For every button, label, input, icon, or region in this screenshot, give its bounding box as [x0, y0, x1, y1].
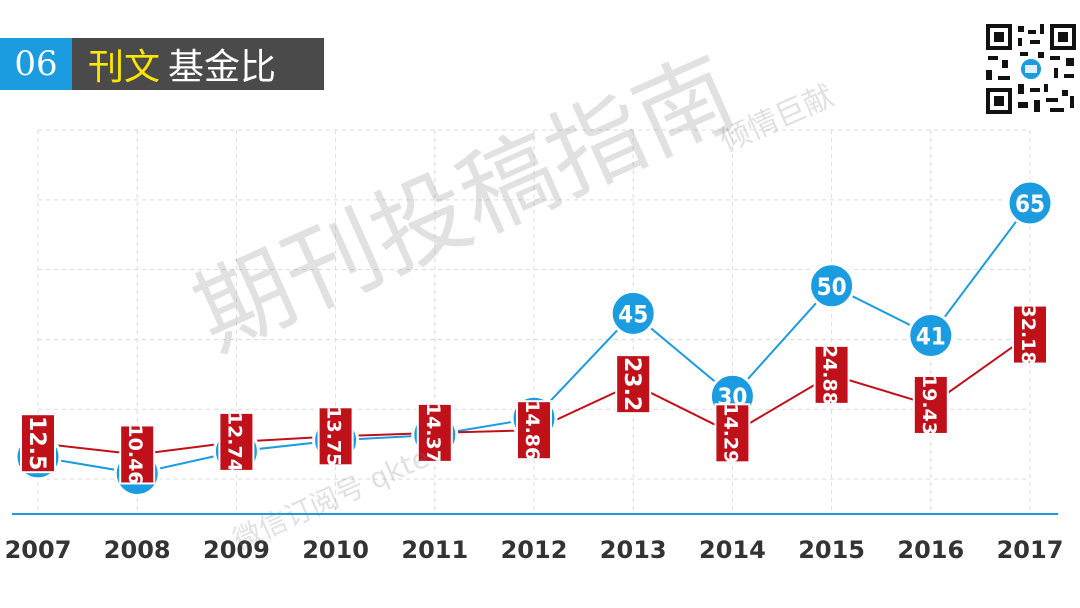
data-point-red: 12.5 — [20, 413, 56, 474]
data-box-red — [516, 400, 552, 461]
data-box-red — [119, 424, 156, 485]
x-tick-label: 2017 — [997, 536, 1064, 564]
data-point-blue — [907, 311, 955, 359]
data-label-red: 24.88 — [819, 345, 841, 405]
data-label-red: 14.37 — [422, 403, 444, 463]
data-label-blue: 41 — [916, 322, 946, 350]
data-label-red: 19.43 — [918, 375, 940, 435]
data-point-red: 14.29 — [714, 403, 751, 464]
data-box-red — [615, 354, 652, 415]
x-tick-label: 2007 — [5, 536, 72, 564]
section-number: 06 — [0, 38, 72, 90]
data-box-red — [912, 374, 949, 435]
data-point-red: 19.43 — [912, 374, 949, 435]
data-box-red — [1012, 304, 1048, 365]
section-title: 06 刊文 基金比 — [0, 38, 324, 90]
data-label-red: 12.5 — [24, 416, 49, 470]
x-tick-label: 2013 — [600, 536, 667, 564]
data-label-blue: 45 — [618, 300, 648, 328]
data-point-red: 24.88 — [813, 344, 850, 405]
x-tick-label: 2016 — [897, 536, 964, 564]
data-point-red: 32.18 — [1012, 304, 1048, 365]
data-label-blue: 65 — [1015, 190, 1045, 218]
x-tick-label: 2012 — [501, 536, 568, 564]
data-point-red: 14.86 — [516, 400, 552, 461]
x-tick-label: 2009 — [203, 536, 270, 564]
data-label-red: 10.46 — [124, 424, 146, 484]
data-box-red — [218, 411, 255, 472]
data-label-red: 23.2 — [619, 357, 644, 411]
data-point-red: 23.2 — [615, 354, 652, 415]
data-box-red — [813, 344, 850, 405]
x-tick-label: 2010 — [302, 536, 369, 564]
data-label-red: 32.18 — [1017, 305, 1039, 365]
x-tick-label: 2015 — [798, 536, 865, 564]
data-point-blue — [808, 262, 856, 310]
data-label-red: 14.29 — [719, 403, 741, 463]
data-point-blue — [609, 289, 657, 337]
data-box-red — [416, 402, 453, 463]
qr-code-icon — [984, 22, 1078, 116]
data-box-red — [317, 406, 354, 467]
data-label-red: 14.86 — [521, 400, 543, 460]
data-point-red: 12.74 — [218, 411, 255, 472]
title-highlight: 刊文 — [88, 47, 161, 88]
data-label-red: 12.74 — [223, 412, 245, 472]
section-heading: 刊文 基金比 — [72, 38, 324, 90]
x-tick-label: 2014 — [699, 536, 766, 564]
data-box-red — [20, 413, 56, 474]
data-label-red: 13.75 — [323, 406, 345, 466]
data-point-red: 13.75 — [317, 406, 354, 467]
x-tick-label: 2011 — [401, 536, 468, 564]
data-label-blue: 50 — [817, 273, 847, 301]
data-point-blue — [1006, 179, 1054, 227]
data-box-red — [714, 403, 751, 464]
data-point-red: 10.46 — [119, 424, 156, 485]
x-tick-label: 2008 — [104, 536, 171, 564]
title-rest: 基金比 — [168, 47, 277, 88]
data-point-red: 14.37 — [416, 402, 453, 463]
